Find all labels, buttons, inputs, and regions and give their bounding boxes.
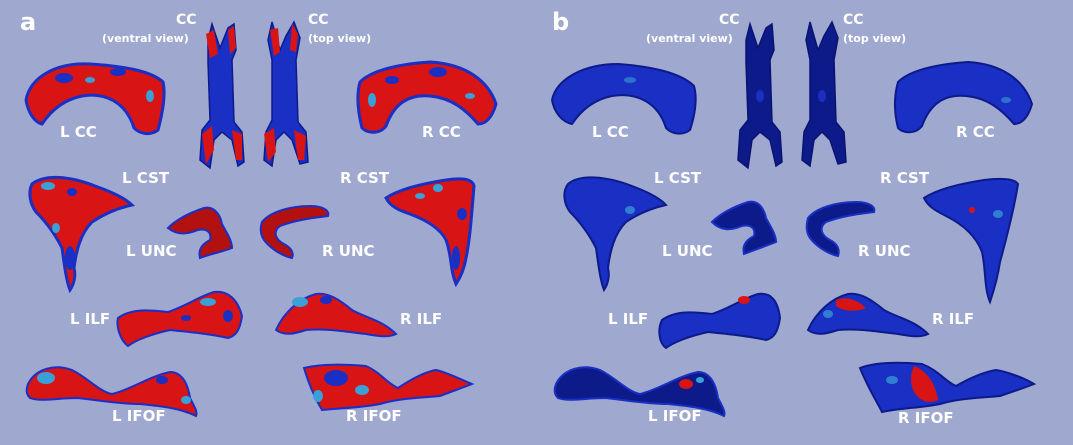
panel-a-cc-top-title: CC (308, 12, 329, 28)
panel-b-cc-top-subtitle: (top view) (843, 32, 907, 45)
panel-a-r-cc-surface (356, 60, 498, 134)
panel-b-r-cst-label: R CST (880, 169, 930, 187)
panel-a-l-cst-label: L CST (122, 169, 170, 187)
panel-b-l-ifof-label: L IFOF (648, 407, 702, 425)
panel-a-cc-top-surface (263, 20, 309, 168)
panel-b-r-cc-surface (894, 60, 1034, 134)
panel-a-l-cst-surface (28, 175, 136, 294)
panel-a-l-cc-label: L CC (60, 123, 97, 141)
panel-a-r-ilf-surface (274, 292, 398, 338)
panel-a-r-ifof-label: R IFOF (346, 407, 402, 425)
panel-a-l-ifof-label: L IFOF (112, 407, 166, 425)
panel-b-r-cc-label: R CC (956, 123, 995, 141)
panel-b-r-ifof-surface (858, 361, 1037, 414)
panel-b-l-unc-surface (710, 200, 778, 256)
panel-b-l-ilf-surface (658, 292, 782, 350)
panel-b-cc-ventral-subtitle: (ventral view) (646, 32, 733, 45)
panel-b-cc-ventral-surface (737, 21, 783, 170)
panel-a-r-unc-surface (259, 204, 330, 260)
panel-a-cc-ventral-subtitle: (ventral view) (102, 32, 189, 45)
panel-b-r-unc-surface (805, 200, 876, 258)
panel-b-l-cc-label: L CC (592, 123, 629, 141)
panel-b-l-cc-surface (550, 62, 697, 135)
panel-b-r-unc-label: R UNC (858, 242, 911, 260)
panel-a-l-unc-surface (166, 206, 234, 260)
panel-b-cc-ventral-title: CC (719, 12, 740, 28)
panel-b-l-ilf-label: L ILF (608, 310, 649, 328)
panel-a-r-cc-label: R CC (422, 123, 461, 141)
panel-b-l-ifof-surface (553, 366, 726, 418)
panel-a-r-cst-label: R CST (340, 169, 390, 187)
panel-a-letter: a (20, 8, 37, 36)
panel-b-r-ifof-label: R IFOF (898, 409, 954, 427)
panel-a-l-ilf-label: L ILF (70, 310, 111, 328)
panel-b-letter: b (552, 8, 570, 36)
panel-b-r-ilf-label: R ILF (932, 310, 975, 328)
panel-a-l-ilf-surface (116, 290, 244, 348)
panel-a-surfaces (24, 20, 498, 418)
panel-a-l-ifof-surface (25, 366, 198, 418)
panel-a-cc-ventral-title: CC (176, 12, 197, 28)
panel-b-l-cst-surface (563, 176, 668, 293)
panel-b-r-cst-surface (922, 177, 1020, 305)
panel-b-cc-top-title: CC (843, 12, 864, 28)
panel-a-l-cc-surface (24, 62, 166, 136)
panel-a-r-cst-surface (384, 177, 476, 288)
panel-b-r-ilf-surface (806, 292, 930, 338)
panel-b-surfaces (550, 20, 1037, 418)
panel-a-cc-ventral-surface (199, 21, 245, 170)
panel-a-r-unc-label: R UNC (322, 242, 375, 260)
panel-b-l-cst-label: L CST (654, 169, 702, 187)
panel-a-l-unc-label: L UNC (126, 242, 177, 260)
panel-a-cc-top-subtitle: (top view) (308, 32, 372, 45)
panel-a-r-ifof-surface (302, 363, 475, 412)
panel-b-cc-top-surface (801, 20, 847, 168)
panel-b-l-unc-label: L UNC (662, 242, 713, 260)
panel-a-r-ilf-label: R ILF (400, 310, 443, 328)
